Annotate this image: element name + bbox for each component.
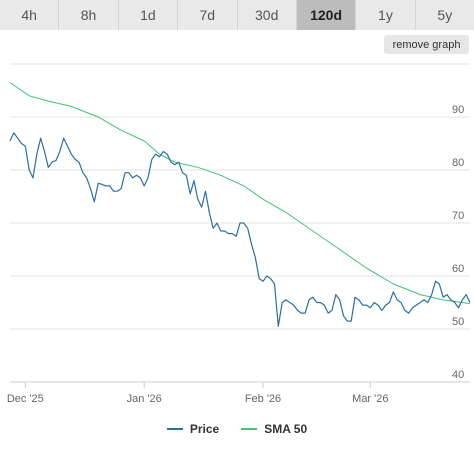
y-tick-label-50: 50 (452, 316, 464, 328)
tab-1y[interactable]: 1y (356, 0, 416, 30)
price-chart: 40 50 60 70 80 90 Dec '25 Jan '26 Feb '26 Mar '2… (7, 63, 471, 405)
y-tick-label-70: 70 (452, 210, 464, 222)
y-tick-label-90: 90 (452, 104, 464, 116)
legend-item-price[interactable]: Price (166, 422, 220, 436)
timeframe-tabs: 4h 8h 1d 7d 30d 120d 1y 5y (0, 0, 474, 30)
legend-label-price: Price (189, 422, 220, 436)
x-tick-label-1: Jan '26 (127, 393, 162, 405)
x-tick-label-2: Feb '26 (245, 393, 281, 405)
sma-50-series-line (9, 82, 471, 305)
x-axis-ticks: Dec '25 Jan '26 Feb '26 Mar '26 (7, 382, 389, 405)
tab-1d[interactable]: 1d (118, 0, 179, 30)
tab-30d[interactable]: 30d (237, 0, 297, 30)
tab-4h[interactable]: 4h (0, 0, 60, 30)
tab-8h[interactable]: 8h (59, 0, 119, 30)
chart-legend: Price SMA 50 (0, 420, 474, 438)
remove-graph-button[interactable]: remove graph (384, 35, 469, 54)
tab-7d[interactable]: 7d (178, 0, 238, 30)
y-axis-ticks: 40 50 60 70 80 90 (452, 104, 464, 381)
tab-5y[interactable]: 5y (415, 0, 474, 30)
y-tick-label-60: 60 (452, 263, 464, 275)
legend-label-sma-50: SMA 50 (264, 422, 308, 436)
x-tick-label-3: Mar '26 (352, 393, 388, 405)
legend-item-sma-50[interactable]: SMA 50 (241, 422, 307, 436)
y-tick-label-40: 40 (452, 369, 464, 381)
legend-swatch-price (166, 428, 183, 430)
legend-swatch-sma-50 (241, 428, 258, 430)
y-tick-label-80: 80 (452, 157, 464, 169)
price-series-line (9, 132, 471, 327)
tab-120d[interactable]: 120d (296, 0, 357, 30)
x-tick-label-0: Dec '25 (7, 393, 44, 405)
